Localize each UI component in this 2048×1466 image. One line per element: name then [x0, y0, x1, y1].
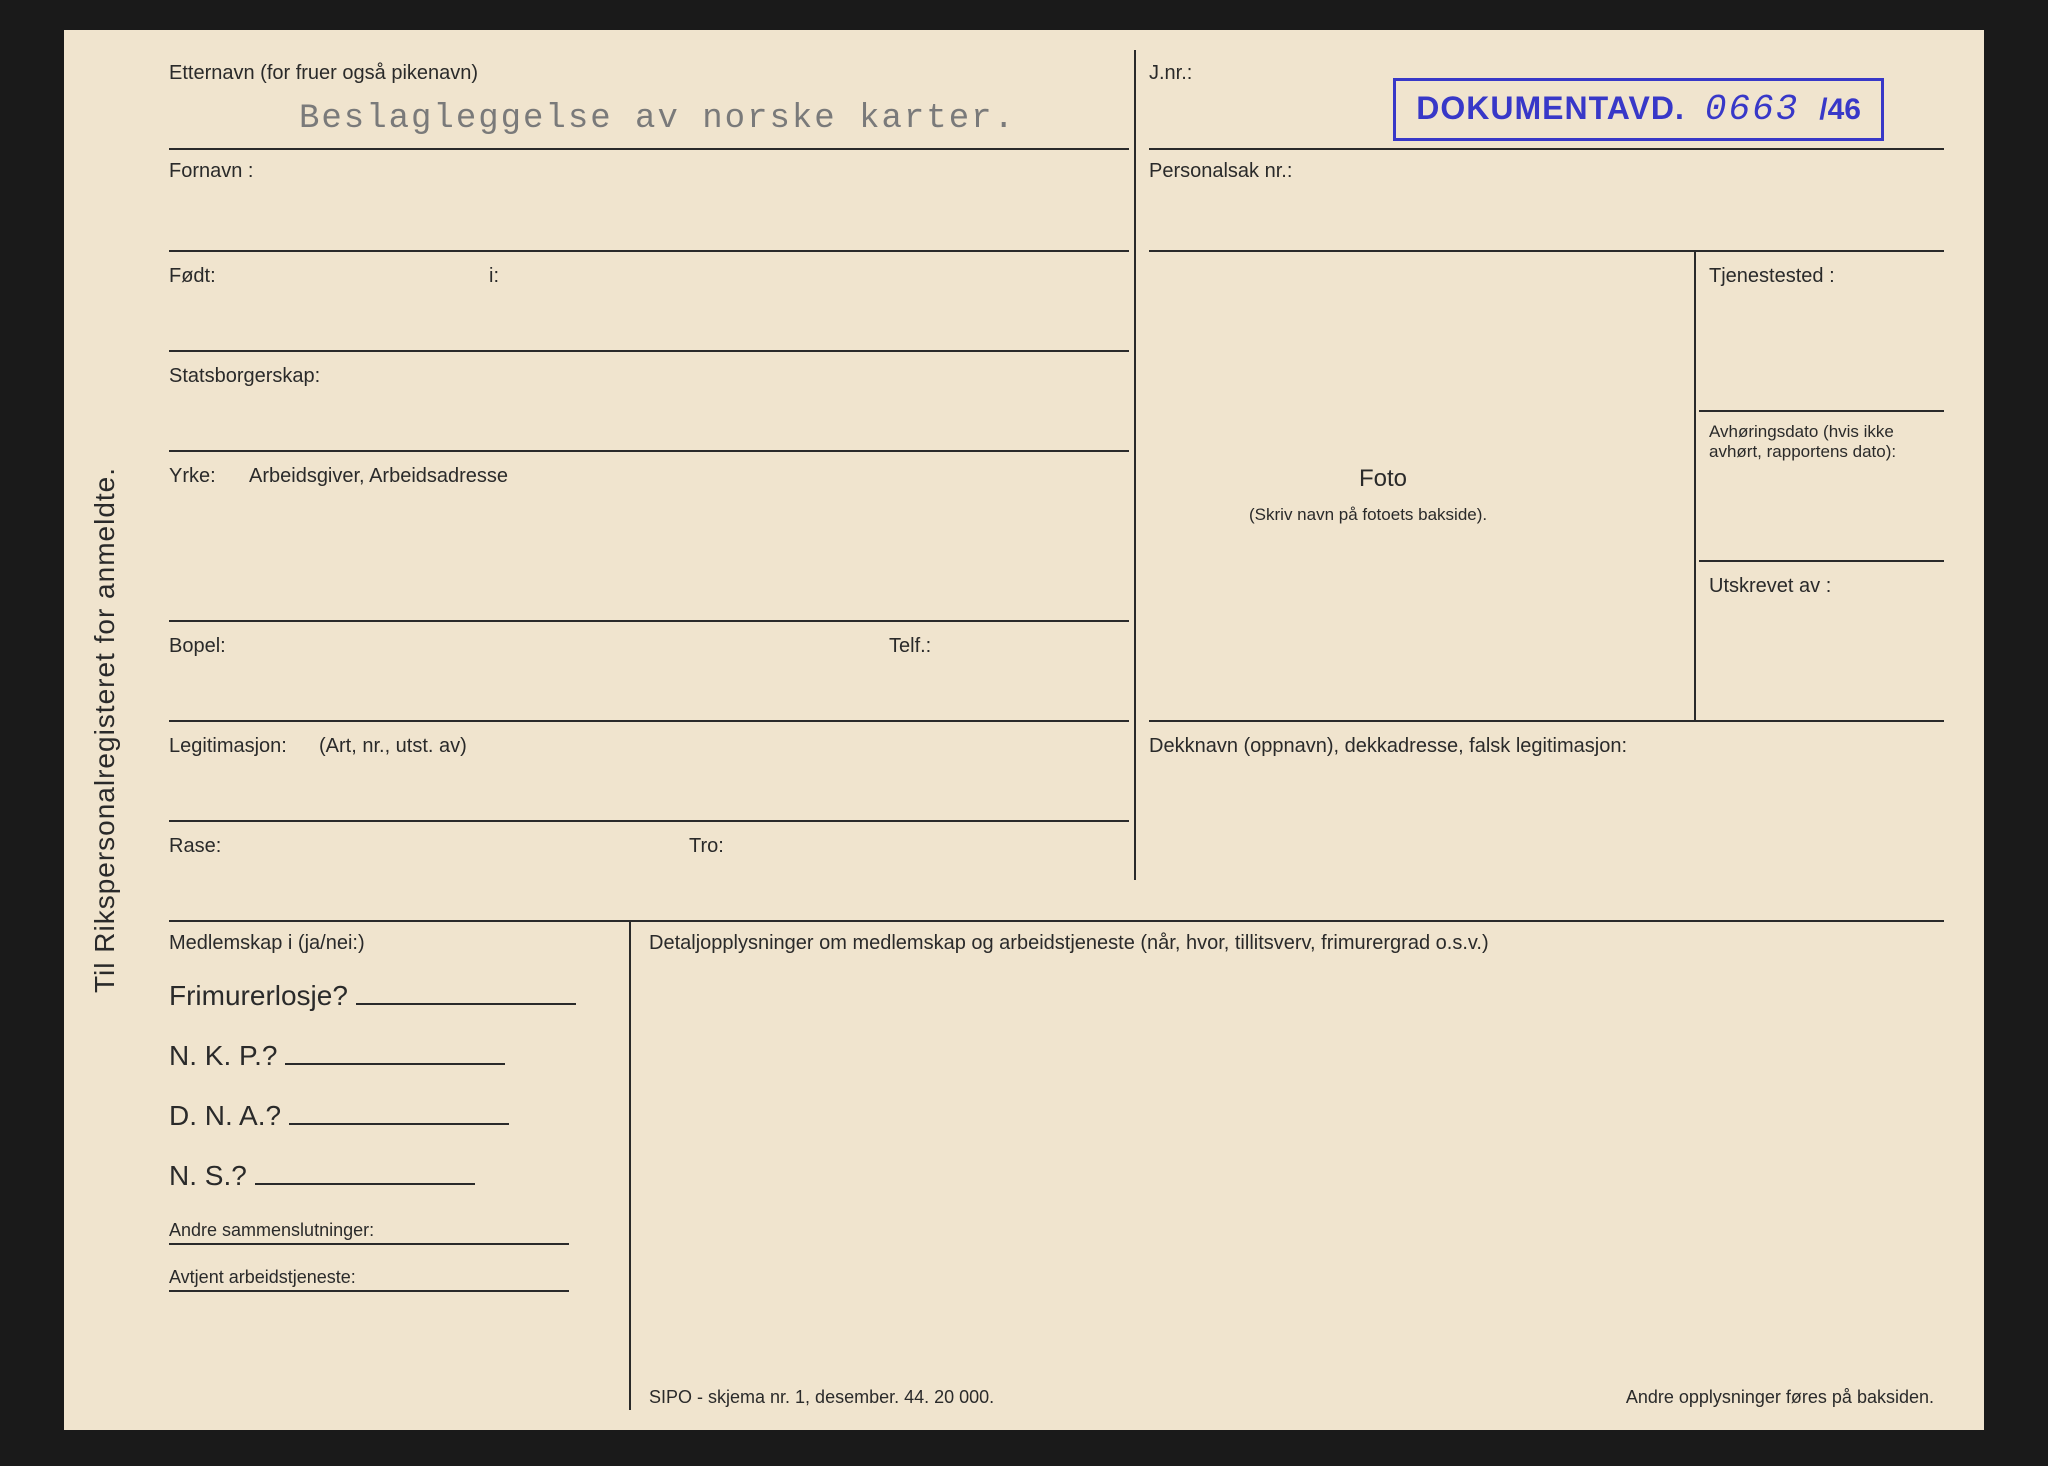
- rule: [1149, 720, 1944, 722]
- blank-line: [285, 1063, 505, 1065]
- label-jnr: J.nr.:: [1149, 62, 1192, 85]
- label-rase: Rase:: [169, 835, 221, 858]
- rule: [169, 450, 1129, 452]
- label-dekknavn: Dekknavn (oppnavn), dekkadresse, falsk l…: [1149, 735, 1627, 758]
- blank-line: [169, 1290, 569, 1292]
- membership-avtjent: Avtjent arbeidstjeneste:: [169, 1267, 609, 1292]
- rule: [1149, 148, 1944, 150]
- rule: [1149, 250, 1944, 252]
- stamp-number: 0663: [1705, 89, 1799, 130]
- mb-label: D. N. A.?: [169, 1100, 281, 1132]
- membership-list: Frimurerlosje? N. K. P.? D. N. A.? N. S.…: [169, 980, 609, 1292]
- rule: [169, 920, 1944, 922]
- mb-label: N. K. P.?: [169, 1040, 277, 1072]
- membership-frimurerlosje: Frimurerlosje?: [169, 980, 609, 1012]
- label-bopel: Bopel:: [169, 635, 226, 658]
- mb-label: Andre sammenslutninger:: [169, 1220, 609, 1241]
- membership-ns: N. S.?: [169, 1160, 609, 1192]
- label-detaljer: Detaljopplysninger om medlemskap og arbe…: [649, 932, 1489, 955]
- label-personalsak: Personalsak nr.:: [1149, 160, 1292, 183]
- rule: [1699, 410, 1944, 412]
- label-yrke: Yrke:: [169, 465, 216, 488]
- label-telf: Telf.:: [889, 635, 931, 658]
- label-statsborgerskap: Statsborgerskap:: [169, 365, 320, 388]
- document-stamp: DOKUMENTAVD. 0663 /46: [1393, 78, 1884, 141]
- label-fodt: Født:: [169, 265, 216, 288]
- outer-frame: Til Rikspersonalregisteret for anmeldte.…: [0, 0, 2048, 1466]
- rule: [169, 148, 1129, 150]
- blank-line: [169, 1243, 569, 1245]
- stamp-label: DOKUMENTAVD.: [1416, 90, 1685, 127]
- blank-line: [356, 1003, 576, 1005]
- label-utskrevet: Utskrevet av :: [1709, 575, 1831, 598]
- label-tjenestested: Tjenestested :: [1709, 265, 1835, 288]
- blank-line: [255, 1183, 475, 1185]
- mb-label: Frimurerlosje?: [169, 980, 348, 1012]
- blank-line: [289, 1123, 509, 1125]
- stamp-suffix: /46: [1819, 93, 1861, 127]
- label-yrke-sub: Arbeidsgiver, Arbeidsadresse: [249, 465, 508, 488]
- vrule: [629, 920, 631, 1410]
- membership-dna: D. N. A.?: [169, 1100, 609, 1132]
- mb-label: N. S.?: [169, 1160, 247, 1192]
- mb-label: Avtjent arbeidstjeneste:: [169, 1267, 609, 1288]
- label-fodt-i: i:: [489, 265, 499, 288]
- typed-etternavn-value: Beslagleggelse av norske karter.: [299, 100, 1016, 138]
- rule: [169, 820, 1129, 822]
- vertical-title: Til Rikspersonalregisteret for anmeldte.: [89, 467, 121, 993]
- rule: [169, 720, 1129, 722]
- rule: [169, 620, 1129, 622]
- label-etternavn: Etternavn (for fruer også pikenavn): [169, 62, 478, 85]
- vrule: [1134, 50, 1136, 880]
- label-fornavn: Fornavn :: [169, 160, 253, 183]
- membership-andre: Andre sammenslutninger:: [169, 1220, 609, 1245]
- footer-right: Andre opplysninger føres på baksiden.: [1626, 1387, 1934, 1408]
- label-legitimasjon: Legitimasjon:: [169, 735, 287, 758]
- label-medlemskap: Medlemskap i (ja/nei:): [169, 932, 365, 955]
- label-legitimasjon-sub: (Art, nr., utst. av): [319, 735, 467, 758]
- label-tro: Tro:: [689, 835, 724, 858]
- label-avhoringsdato: Avhøringsdato (hvis ikke avhørt, rapport…: [1709, 422, 1939, 462]
- label-foto-sub: (Skriv navn på fotoets bakside).: [1249, 505, 1487, 525]
- form-area: Etternavn (for fruer også pikenavn) J.nr…: [169, 50, 1944, 1410]
- rule: [169, 250, 1129, 252]
- rule: [169, 350, 1129, 352]
- vrule: [1694, 250, 1696, 720]
- rule: [1699, 560, 1944, 562]
- membership-nkp: N. K. P.?: [169, 1040, 609, 1072]
- index-card: Til Rikspersonalregisteret for anmeldte.…: [64, 30, 1984, 1430]
- footer-left: SIPO - skjema nr. 1, desember. 44. 20 00…: [649, 1387, 994, 1408]
- label-foto: Foto: [1359, 465, 1407, 493]
